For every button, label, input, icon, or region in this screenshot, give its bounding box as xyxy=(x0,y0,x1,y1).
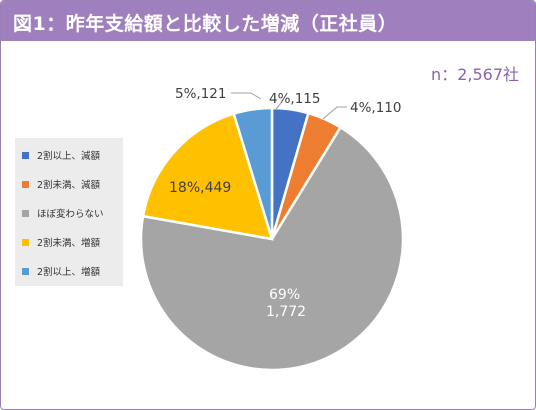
figure-header: 図1：昨年支給額と比較した増減（正社員） xyxy=(1,1,535,41)
legend-label: 2割以上、減額 xyxy=(37,151,101,162)
legend-label: 2割未満、増額 xyxy=(37,238,101,249)
slice-label-unchanged-pct: 69% xyxy=(269,287,300,303)
slice-increase-under-20 xyxy=(141,112,274,241)
leader-line-4pct-b xyxy=(322,106,347,120)
slice-increase-20-plus xyxy=(232,106,274,240)
legend-label: ほぼ変わらない xyxy=(37,209,104,220)
legend-swatch xyxy=(22,209,29,217)
sample-size-note: n：2,567社 xyxy=(431,65,519,84)
leader-line-5pct xyxy=(231,92,262,100)
slice-label-increase-20-plus: 5%,121 xyxy=(175,86,226,102)
legend-swatch xyxy=(22,267,29,275)
legend-item-increase-under-20: 2割未満、増額 xyxy=(22,235,100,249)
slice-unchanged xyxy=(139,125,405,372)
legend-swatch xyxy=(22,151,29,159)
pie-slices xyxy=(139,106,405,372)
legend-item-decrease-under-20: 2割未満、減額 xyxy=(22,177,100,191)
leader-line-4pct-a xyxy=(275,102,282,110)
legend-item-decrease-20-plus: 2割以上、減額 xyxy=(22,148,100,162)
slice-label-decrease-20-plus: 4%,115 xyxy=(269,91,320,107)
legend-swatch xyxy=(22,180,29,188)
slice-label-decrease-under-20: 4%,110 xyxy=(350,100,401,116)
slice-label-increase-under-20: 18%,449 xyxy=(169,180,231,196)
legend-label: 2割未満、減額 xyxy=(37,180,101,191)
legend-swatch xyxy=(22,238,29,246)
legend-item-unchanged: ほぼ変わらない xyxy=(22,206,104,220)
figure-title: 図1：昨年支給額と比較した増減（正社員） xyxy=(13,13,398,35)
legend-item-increase-20-plus: 2割以上、増額 xyxy=(22,264,100,278)
chart-legend: 2割以上、減額 2割未満、減額 ほぼ変わらない 2割未満、増額 2割以上、増額 xyxy=(15,138,123,286)
slice-label-unchanged-value: 1,772 xyxy=(266,304,306,320)
legend-label: 2割以上、増額 xyxy=(37,267,101,278)
